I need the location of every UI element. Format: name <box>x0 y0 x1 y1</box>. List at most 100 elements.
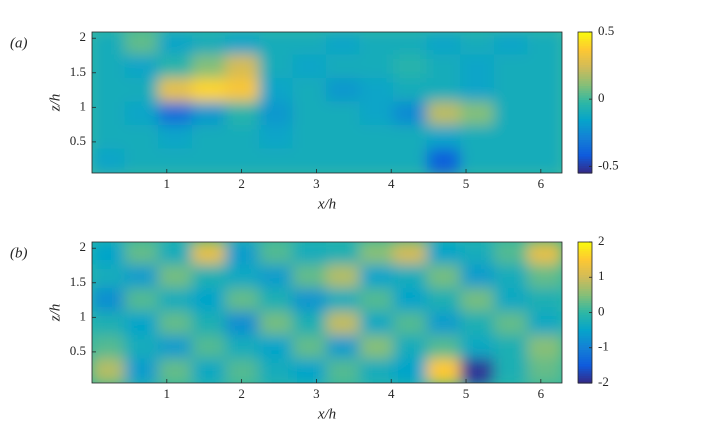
cell <box>426 264 463 290</box>
cell <box>527 54 562 80</box>
colorbar-stripe <box>578 69 592 73</box>
cell <box>292 125 328 151</box>
colorbar-stripe <box>578 83 592 87</box>
y-tick-label: 0.5 <box>70 343 86 358</box>
colorbar-stripe <box>578 116 592 120</box>
colorbar-stripe <box>578 53 592 57</box>
colorbar-stripe <box>578 312 592 316</box>
cell <box>426 78 463 104</box>
cell <box>92 335 127 361</box>
x-tick-label: 1 <box>164 176 171 191</box>
cell <box>460 335 496 361</box>
colorbar-tick-label: 0 <box>598 90 605 105</box>
cell <box>225 242 261 267</box>
cell <box>158 101 194 127</box>
cell <box>359 78 396 104</box>
cell <box>393 32 429 57</box>
cell <box>426 288 463 314</box>
colorbar-stripe <box>578 296 592 299</box>
cell <box>124 264 161 290</box>
colorbar-tick-label: 0 <box>598 303 605 318</box>
cell <box>527 125 562 151</box>
colorbar-stripe <box>578 317 592 321</box>
colorbar-stripe <box>578 39 592 42</box>
colorbar-stripe <box>578 144 592 148</box>
cell <box>258 264 295 290</box>
colorbar-stripe <box>578 57 592 61</box>
colorbar-stripe <box>578 298 592 302</box>
colorbar-stripe <box>578 286 592 290</box>
cell <box>158 358 194 383</box>
cell <box>393 358 429 383</box>
cell <box>326 148 362 173</box>
cell <box>493 54 530 80</box>
cell <box>326 311 362 337</box>
cell <box>225 358 261 383</box>
colorbar-stripe <box>578 137 592 141</box>
colorbar-stripe <box>578 277 592 281</box>
cell <box>460 32 496 57</box>
cell <box>393 264 429 290</box>
cell <box>493 288 530 314</box>
colorbar-stripe <box>578 71 592 75</box>
colorbar-stripe <box>578 154 592 158</box>
cell <box>359 242 396 267</box>
cell <box>426 358 463 383</box>
cell <box>92 242 127 267</box>
colorbar-stripe <box>578 151 592 155</box>
cell <box>527 242 562 267</box>
cell <box>191 311 228 337</box>
colorbar-stripe <box>578 81 592 85</box>
cell <box>426 242 463 267</box>
colorbar-stripe <box>578 345 592 349</box>
cell <box>124 242 161 267</box>
colorbar-stripe <box>578 284 592 288</box>
x-tick-label: 4 <box>388 176 395 191</box>
cell <box>191 358 228 383</box>
cell <box>158 32 194 57</box>
cell <box>359 148 396 173</box>
colorbar-stripe <box>578 354 592 358</box>
colorbar-stripe <box>578 170 592 174</box>
colorbar-stripe <box>578 135 592 139</box>
cell <box>393 335 429 361</box>
cell <box>258 101 295 127</box>
colorbar-stripe <box>578 123 592 127</box>
x-tick-label: 2 <box>238 176 245 191</box>
x-tick-label: 5 <box>463 386 470 401</box>
colorbar-stripe <box>578 242 592 245</box>
colorbar-stripe <box>578 300 592 304</box>
cell <box>292 148 328 173</box>
colorbar-stripe <box>578 270 592 274</box>
panel-label: (b) <box>10 245 28 261</box>
cell <box>493 311 530 337</box>
colorbar-stripe <box>578 55 592 59</box>
colorbar-stripe <box>578 314 592 318</box>
cell <box>292 78 328 104</box>
colorbar-frame <box>577 31 593 174</box>
cell <box>225 288 261 314</box>
colorbar-stripe <box>578 249 592 252</box>
cell <box>393 311 429 337</box>
cell <box>158 242 194 267</box>
colorbar-stripe <box>578 258 592 262</box>
cell <box>527 78 562 104</box>
cell <box>92 32 127 57</box>
cell <box>460 264 496 290</box>
colorbar-stripe <box>578 74 592 78</box>
colorbar-tick-label: 2 <box>598 233 605 248</box>
cell <box>191 288 228 314</box>
colorbar-stripe <box>578 274 592 278</box>
colorbar-stripe <box>578 102 592 106</box>
cell <box>326 335 362 361</box>
cell <box>326 125 362 151</box>
cell <box>292 358 328 383</box>
cell <box>258 288 295 314</box>
cell <box>225 32 261 57</box>
colorbar-stripe <box>578 95 592 99</box>
cell <box>124 101 161 127</box>
colorbar-stripe <box>578 90 592 94</box>
colorbar-stripe <box>578 50 592 54</box>
colorbar-stripe <box>578 41 592 45</box>
colorbar-stripe <box>578 350 592 354</box>
